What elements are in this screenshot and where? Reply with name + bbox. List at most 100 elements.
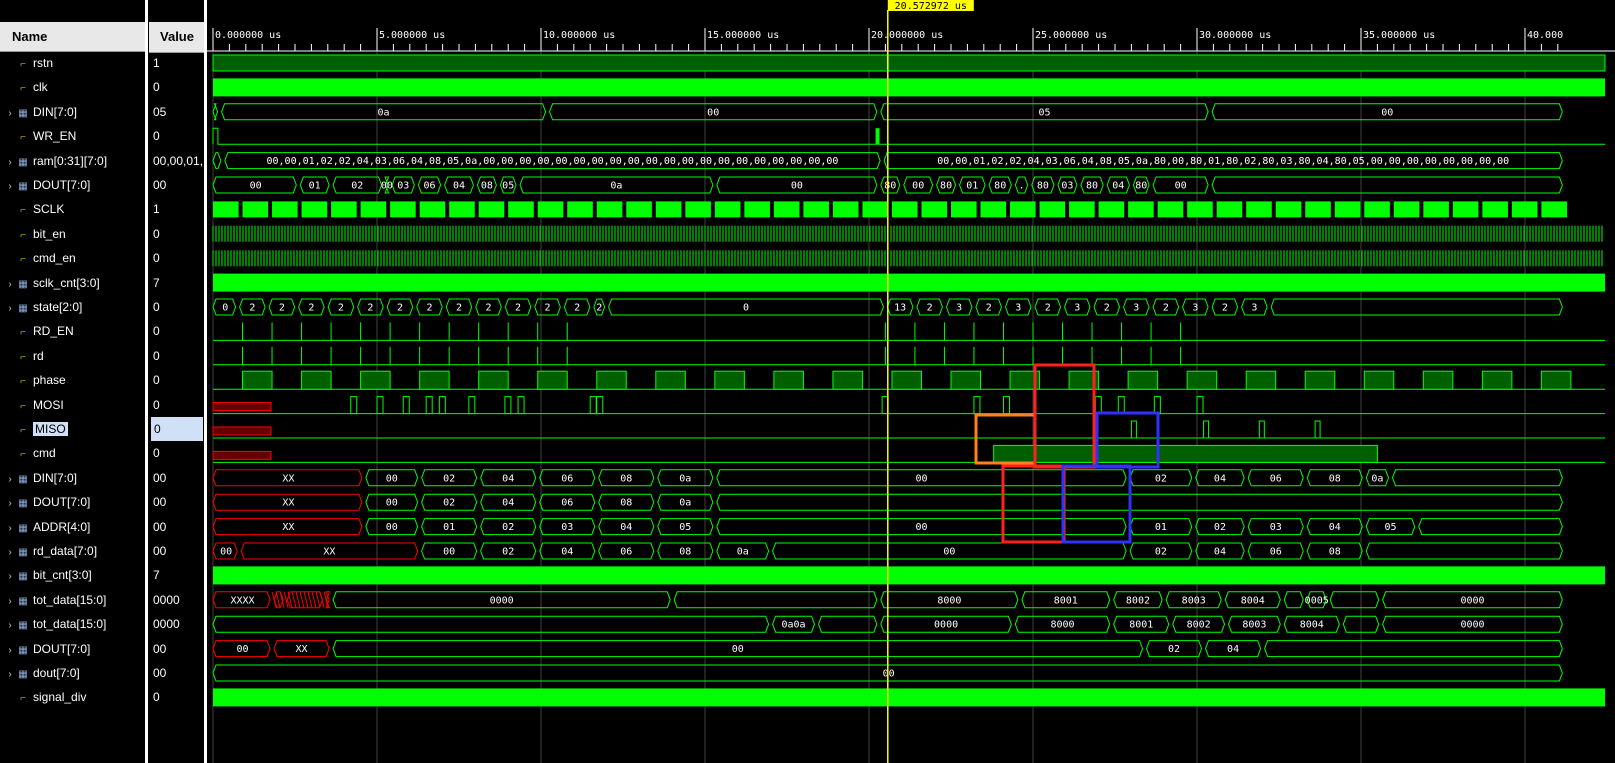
signal-row[interactable]: ⌐ signal_div (4, 685, 86, 709)
rd-data-waveform-label: 04 (561, 547, 573, 558)
signal-row[interactable]: › ▦ rd_data[7:0] (4, 539, 97, 563)
signal-value[interactable]: 0 (153, 393, 160, 417)
sclk-pulse (597, 201, 623, 217)
signal-name: state[2:0] (33, 300, 82, 314)
expand-chevron-icon[interactable]: › (4, 492, 16, 516)
dout-waveform-label: 00 (791, 181, 803, 192)
signal-value[interactable]: 0000 (153, 612, 180, 636)
signal-value[interactable]: 0 (153, 685, 160, 709)
dout-waveform-label: 00 (1175, 181, 1187, 192)
expand-chevron-icon[interactable]: › (4, 175, 16, 199)
signal-value[interactable]: 1 (153, 197, 160, 221)
signal-row[interactable]: › ▦ DOUT[7:0] (4, 173, 90, 197)
signal-value[interactable]: 0 (153, 124, 160, 148)
addr-waveform-label: 03 (1270, 522, 1282, 533)
signal-row[interactable]: › ▦ DIN[7:0] (4, 466, 77, 490)
miso-pulse (1259, 421, 1264, 438)
expand-chevron-icon[interactable]: › (4, 663, 16, 687)
expand-chevron-icon[interactable]: › (4, 639, 16, 663)
signal-value[interactable]: 05 (153, 100, 166, 124)
signal-value[interactable]: 0 (153, 344, 160, 368)
signal-value[interactable]: 00 (153, 466, 166, 490)
signal-row[interactable]: ⌐ rstn (4, 51, 53, 75)
signal-row[interactable]: › ▦ ram[0:31][7:0] (4, 149, 107, 173)
signal-name: WR_EN (33, 129, 76, 143)
signal-value[interactable]: 0 (153, 246, 160, 270)
expand-chevron-icon[interactable]: › (4, 614, 16, 638)
expand-chevron-icon[interactable]: › (4, 151, 16, 175)
expand-chevron-icon[interactable]: › (4, 517, 16, 541)
signal-row[interactable]: ⌐ WR_EN (4, 124, 76, 148)
signal-row[interactable]: › ▦ state[2:0] (4, 295, 82, 319)
sclk-pulse (1217, 201, 1243, 217)
waveform-panel[interactable]: 0.000000 us 5.000000 us 10.000000 us 15.000… (207, 0, 1615, 763)
signal-row[interactable]: ⌐ phase (4, 368, 66, 392)
signal-value[interactable]: 0 (153, 319, 160, 343)
signal-value[interactable]: 0 (151, 417, 203, 441)
signal-row[interactable]: › ▦ sclk_cnt[3:0] (4, 271, 100, 295)
tot-data-waveform (1330, 592, 1378, 608)
signal-row[interactable]: ⌐ rd (4, 344, 44, 368)
value-column-header[interactable]: Value (149, 22, 205, 53)
state-waveform-label: 2 (574, 303, 580, 314)
state-waveform-label: 2 (545, 303, 551, 314)
signal-value[interactable]: 0 (153, 222, 160, 246)
signal-row[interactable]: › ▦ dout[7:0] (4, 661, 80, 685)
signal-row[interactable]: › ▦ bit_cnt[3:0] (4, 563, 92, 587)
tot-data-undefined (312, 592, 316, 608)
signal-row[interactable]: ⌐ cmd (4, 441, 56, 465)
signal-row[interactable]: › ▦ DOUT[7:0] (4, 490, 90, 514)
name-column-header[interactable]: Name (0, 22, 145, 52)
expand-chevron-icon[interactable]: › (4, 468, 16, 492)
signal-value[interactable]: 00,00,01, (153, 149, 203, 173)
signal-value[interactable]: 0 (153, 368, 160, 392)
expand-chevron-icon[interactable]: › (4, 297, 16, 321)
signal-value[interactable]: 00 (153, 490, 166, 514)
signal-value[interactable]: 0 (153, 295, 160, 319)
din-low-waveform-label: 00 (386, 473, 398, 484)
addr-waveform-label: 01 (1155, 522, 1167, 533)
signal-value[interactable]: 00 (153, 637, 166, 661)
signal-row[interactable]: ⌐ SCLK (4, 197, 64, 221)
signal-row[interactable]: ⌐ bit_en (4, 222, 66, 246)
dout-waveform-label: 01 (966, 181, 978, 192)
signal-value[interactable]: 7 (153, 563, 160, 587)
mosi-pulse (597, 397, 603, 414)
signal-row[interactable]: ⌐ MOSI (4, 393, 64, 417)
sclk-pulse (921, 201, 947, 217)
rd-data-waveform-label: 08 (679, 547, 691, 558)
rd-data-waveform-label: 00 (943, 547, 955, 558)
signal-value[interactable]: 7 (153, 271, 160, 295)
signal-row[interactable]: › ▦ ADDR[4:0] (4, 515, 90, 539)
phase-pulse (1128, 371, 1158, 389)
signal-value[interactable]: 1 (153, 51, 160, 75)
expand-chevron-icon[interactable]: › (4, 102, 16, 126)
signal-row[interactable]: ⌐ cmd_en (4, 246, 76, 270)
dout-low-waveform-label: 08 (620, 498, 632, 509)
sclk-pulse (1010, 201, 1036, 217)
signal-row[interactable]: ⌐ MISO (4, 417, 68, 441)
signal-value[interactable]: 0 (153, 441, 160, 465)
tot-data-waveform-label: 0005 (1305, 595, 1329, 606)
mosi-pulse (1095, 397, 1101, 414)
expand-chevron-icon[interactable]: › (4, 273, 16, 297)
signal-value[interactable]: 00 (153, 661, 166, 685)
expand-chevron-icon[interactable]: › (4, 590, 16, 614)
signal-value[interactable]: 00 (153, 515, 166, 539)
signal-row[interactable]: › ▦ tot_data[15:0] (4, 612, 106, 636)
signal-value[interactable]: 0 (153, 75, 160, 99)
signal-row[interactable]: ⌐ RD_EN (4, 319, 74, 343)
signal-value[interactable]: 0000 (153, 588, 180, 612)
signal-value[interactable]: 00 (153, 173, 166, 197)
signal-row[interactable]: ⌐ clk (4, 75, 48, 99)
signal-row[interactable]: › ▦ tot_data[15:0] (4, 588, 106, 612)
signal-value[interactable]: 00 (153, 539, 166, 563)
expand-chevron-icon[interactable]: › (4, 541, 16, 565)
tot-data-2-waveform-label: 8001 (1129, 620, 1153, 631)
column-divider[interactable] (145, 0, 148, 763)
signal-row[interactable]: › ▦ DIN[7:0] (4, 100, 77, 124)
state-waveform-label: 3 (1251, 303, 1257, 314)
signal-row[interactable]: › ▦ DOUT[7:0] (4, 637, 90, 661)
expand-chevron-icon[interactable]: › (4, 565, 16, 589)
signal-name: DIN[7:0] (33, 471, 77, 485)
